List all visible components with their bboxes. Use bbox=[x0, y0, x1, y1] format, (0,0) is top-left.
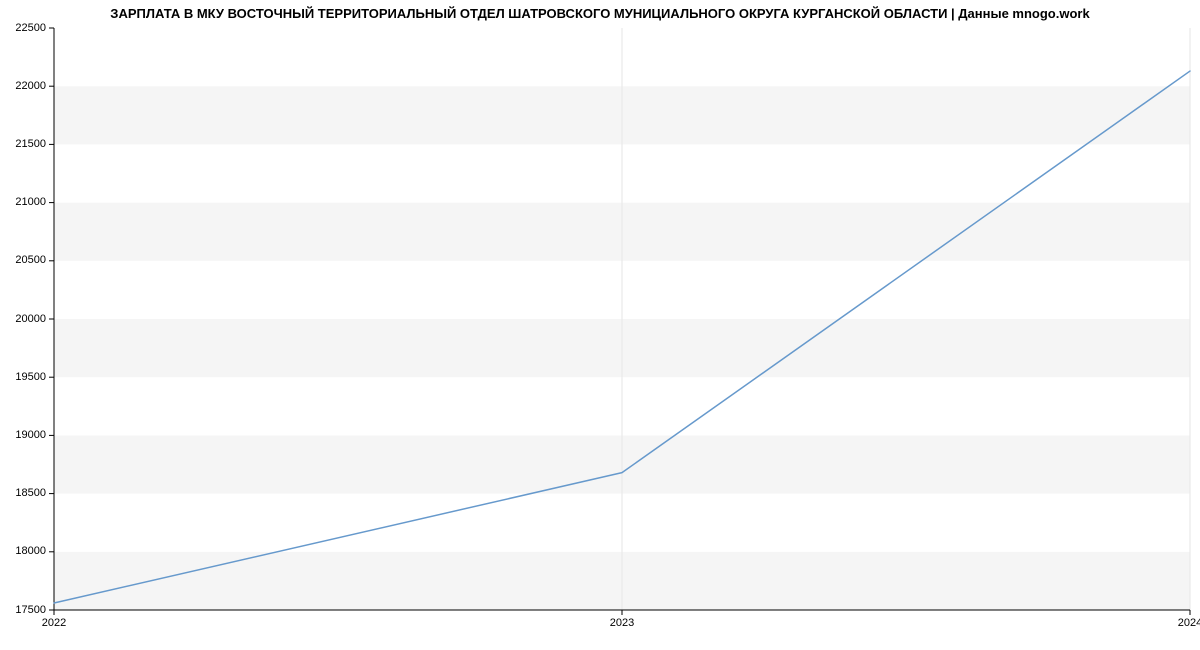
x-tick-label: 2022 bbox=[42, 617, 66, 629]
y-tick-label: 19000 bbox=[15, 429, 46, 441]
chart-plot-svg bbox=[0, 0, 1200, 650]
y-tick-label: 17500 bbox=[15, 604, 46, 616]
y-tick-label: 22000 bbox=[15, 80, 46, 92]
x-tick-label: 2023 bbox=[610, 617, 634, 629]
y-tick-label: 21500 bbox=[15, 138, 46, 150]
y-tick-label: 18500 bbox=[15, 487, 46, 499]
y-tick-label: 19500 bbox=[15, 371, 46, 383]
salary-line-chart: ЗАРПЛАТА В МКУ ВОСТОЧНЫЙ ТЕРРИТОРИАЛЬНЫЙ… bbox=[0, 0, 1200, 650]
y-tick-label: 21000 bbox=[15, 196, 46, 208]
x-tick-label: 2024 bbox=[1178, 617, 1200, 629]
y-tick-label: 18000 bbox=[15, 545, 46, 557]
y-tick-label: 22500 bbox=[15, 22, 46, 34]
y-tick-label: 20500 bbox=[15, 254, 46, 266]
y-tick-label: 20000 bbox=[15, 313, 46, 325]
